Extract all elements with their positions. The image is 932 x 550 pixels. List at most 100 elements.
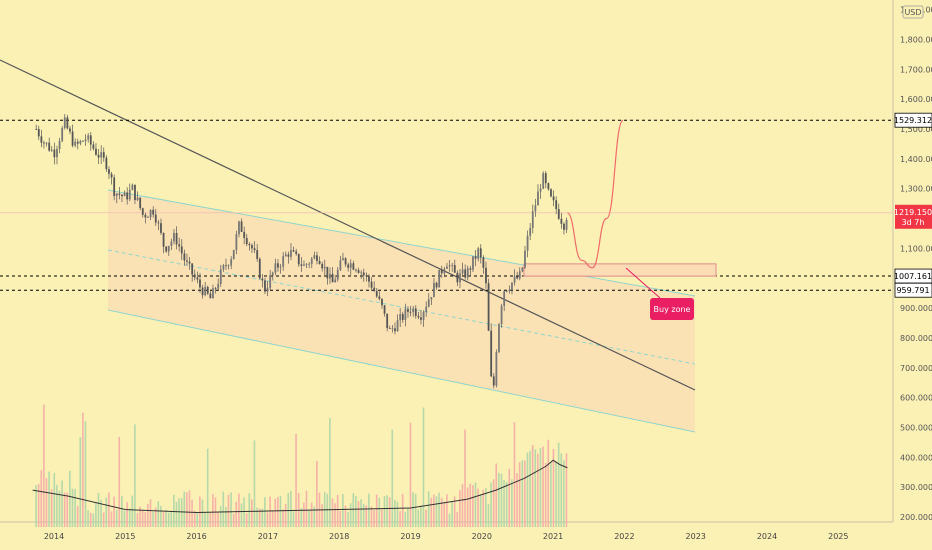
volume-bar <box>102 512 105 527</box>
candle <box>490 323 493 378</box>
volume-bar <box>362 503 365 527</box>
candle <box>170 238 173 250</box>
price-tick-label: 1,500.000 <box>900 125 932 134</box>
candle <box>438 269 441 288</box>
candle <box>248 242 251 251</box>
volume-bar <box>542 446 544 527</box>
volume-bar <box>453 496 456 527</box>
candle <box>108 166 110 179</box>
candle <box>134 184 136 205</box>
candle <box>256 244 259 262</box>
volume-bar <box>381 509 383 527</box>
candle <box>243 226 246 245</box>
volume-bar <box>178 498 180 527</box>
volume-bar <box>516 473 518 527</box>
candle <box>401 311 404 323</box>
volume-bar <box>248 493 251 527</box>
time-tick-label: 2018 <box>329 532 349 541</box>
candle <box>375 287 378 299</box>
channel-upper-line <box>107 189 696 297</box>
volume-bar <box>139 506 141 527</box>
volume-bar <box>420 505 422 527</box>
volume-bar <box>505 481 508 527</box>
candle <box>147 215 149 218</box>
volume-bar <box>157 501 160 527</box>
volume-bar <box>251 499 253 527</box>
volume-bar <box>232 513 235 527</box>
volume-bar <box>313 506 316 527</box>
volume-bar <box>76 506 79 527</box>
candle <box>162 232 165 254</box>
volume-bar <box>196 512 199 527</box>
volume-bar <box>225 507 227 527</box>
candle <box>505 290 508 293</box>
candle <box>266 281 269 297</box>
candle <box>373 281 376 292</box>
volume-bar <box>378 497 381 527</box>
candle <box>149 209 152 221</box>
candle <box>261 274 264 288</box>
candle <box>487 278 490 332</box>
volume-bar <box>563 460 565 527</box>
candle <box>492 373 495 389</box>
volume-bar <box>266 512 269 527</box>
candle <box>225 258 227 271</box>
volume-bar <box>557 442 560 527</box>
candle <box>121 193 123 203</box>
candle <box>118 187 121 200</box>
candle <box>48 137 51 152</box>
candle <box>201 284 204 299</box>
candle <box>368 274 370 288</box>
candle <box>381 298 383 309</box>
volume-bar <box>269 496 271 527</box>
price-tick-label: 600.000 <box>900 394 932 403</box>
candle <box>95 143 97 156</box>
volume-bar <box>459 490 461 527</box>
volume-bar <box>222 491 225 527</box>
volume-bar <box>438 492 440 527</box>
candle <box>282 252 285 271</box>
volume-bar <box>66 492 69 527</box>
volume-bar <box>123 510 126 527</box>
candle-layer <box>35 114 568 389</box>
volume-bar <box>498 472 500 527</box>
buy-zone-rect[interactable] <box>523 263 717 277</box>
volume-bar <box>357 501 360 527</box>
volume-bar <box>448 513 451 527</box>
candle <box>430 296 433 305</box>
candle <box>472 256 474 273</box>
candle <box>136 191 139 202</box>
trend-line <box>0 59 696 391</box>
volume-bar <box>334 503 336 527</box>
candle <box>334 274 337 283</box>
candle <box>209 291 212 299</box>
candle <box>84 134 87 146</box>
candle <box>336 267 339 282</box>
time-axis[interactable]: 2014 2015 2016 2017 2018 2019 2020 2021 2022 2023… <box>44 532 849 541</box>
volume-bar <box>544 463 547 527</box>
volume-bar <box>35 485 37 527</box>
candle <box>456 270 459 287</box>
candle <box>165 246 168 253</box>
candle <box>131 183 134 191</box>
volume-bar <box>165 509 167 527</box>
candle <box>40 129 43 148</box>
annotation-text: Buy zone <box>654 305 691 314</box>
buy-zone-annotation[interactable]: Buy zone <box>625 267 694 320</box>
time-tick-label: 2023 <box>686 532 706 541</box>
volume-bar <box>386 495 388 527</box>
currency-badge[interactable]: USD <box>902 5 924 19</box>
volume-bar <box>144 512 147 527</box>
candle <box>326 266 329 285</box>
volume-bar <box>537 453 539 527</box>
volume-bar <box>284 503 287 527</box>
time-tick-label: 2022 <box>614 532 634 541</box>
price-tick-label: 700.000 <box>900 364 932 373</box>
candle <box>253 241 256 253</box>
time-tick-label: 2020 <box>472 532 492 541</box>
candle <box>425 301 428 317</box>
candle <box>191 263 194 282</box>
candle <box>97 149 100 164</box>
candle <box>277 259 279 272</box>
